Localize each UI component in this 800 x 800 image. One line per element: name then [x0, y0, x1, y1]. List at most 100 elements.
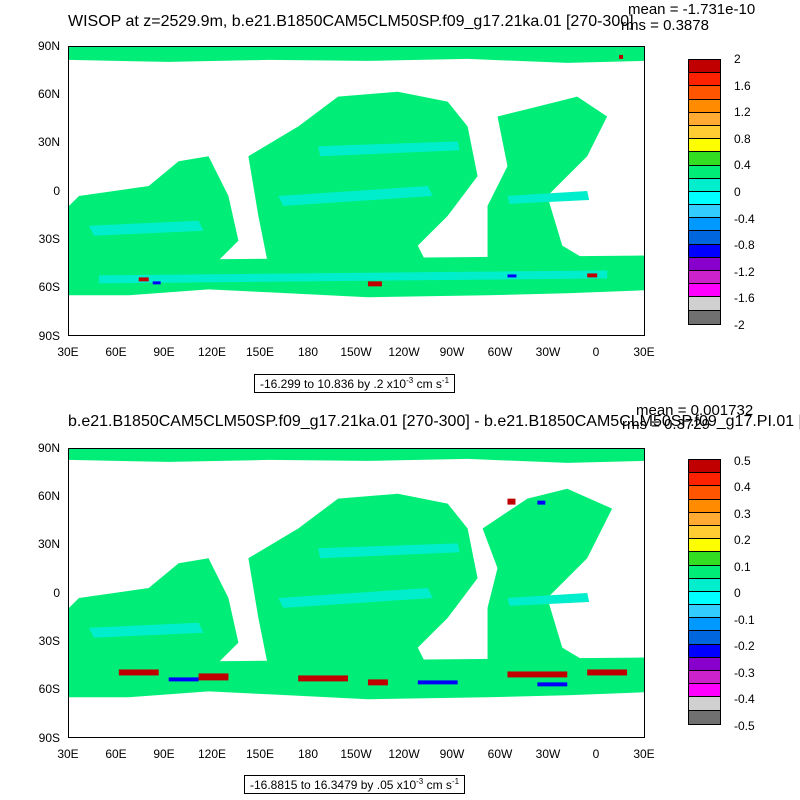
panel-title: b.e21.B1850CAM5CLM50SP.f09_g17.21ka.01 […: [68, 413, 800, 430]
colorbar-label: 0.3: [734, 507, 751, 521]
colorbar-swatch: [689, 73, 720, 87]
map-field: [69, 449, 644, 700]
units-exponent: -1: [441, 376, 450, 385]
range-exponent: -3: [406, 376, 414, 385]
colorbar-label: 0.4: [734, 158, 751, 172]
colorbar-swatch: [689, 525, 720, 540]
map-plot-area: [68, 448, 645, 738]
colorbar-label: 0: [734, 586, 741, 600]
colorbar: [688, 59, 721, 325]
contour-range-box: -16.8815 to 16.3479 by .05 x10-3 cm s-1: [244, 775, 466, 794]
top-map-panel: WISOP at z=2529.9m, b.e21.B1850CAM5CLM50…: [37, 1, 755, 393]
range-exponent: -3: [416, 777, 424, 786]
lon-label: 150W: [340, 747, 372, 761]
lon-label: 60E: [105, 747, 127, 761]
colorbar-swatch: [689, 218, 720, 232]
lat-label: 30S: [38, 232, 60, 246]
colorbar-swatch: [689, 486, 720, 500]
colorbar-label: -0.3: [734, 666, 755, 680]
colorbar-swatch: [689, 271, 720, 285]
range-units: cm s: [423, 778, 452, 792]
colorbar-swatch: [689, 165, 720, 179]
colorbar-swatch: [689, 657, 720, 671]
colorbar-label: -0.8: [734, 238, 755, 252]
colorbar-swatch: [689, 644, 720, 658]
colorbar-label: 1.6: [734, 79, 751, 93]
lon-label: 0: [592, 747, 600, 761]
colorbar-swatch: [689, 231, 720, 245]
ocean-streaks: [88, 543, 590, 638]
colorbar-swatch: [689, 191, 720, 206]
colorbar-label: -0.5: [734, 719, 755, 733]
lat-label: 0: [53, 184, 60, 198]
range-text: -16.299 to 10.836 by .2 x10: [260, 377, 407, 391]
lat-label: 90S: [38, 731, 60, 745]
lon-label: 180: [297, 747, 319, 761]
colorbar-swatch: [689, 605, 720, 619]
colorbar-swatch: [689, 578, 720, 592]
colorbar-swatch: [689, 178, 720, 192]
rms-value: rms = 0.3878: [621, 17, 709, 34]
lon-label: 60W: [487, 747, 513, 761]
rms-value: rms = 0.3729: [622, 416, 710, 433]
colorbar-swatch: [689, 460, 720, 474]
colorbar-swatch: [689, 205, 720, 219]
lat-label: 90S: [38, 329, 60, 343]
lon-label: 90W: [439, 747, 465, 761]
colorbar-label: -1.2: [734, 265, 755, 279]
lat-label: 30S: [38, 634, 60, 648]
lon-label: 90W: [439, 345, 465, 359]
colorbar-swatch: [689, 125, 720, 140]
lat-label: 60N: [37, 489, 60, 503]
colorbar-label: 0.2: [734, 533, 751, 547]
lon-label: 60E: [105, 345, 127, 359]
lat-label: 60S: [38, 682, 60, 696]
colorbar-swatch: [689, 618, 720, 632]
lon-label: 30W: [535, 747, 561, 761]
colorbar-label: 0.4: [734, 480, 751, 494]
colorbar-label: 2: [734, 52, 741, 66]
colorbar-swatch: [689, 499, 720, 513]
colorbar-label: -2: [734, 318, 745, 332]
colorbar-label: -0.1: [734, 613, 755, 627]
colorbar-swatch: [689, 244, 720, 258]
colorbar-label: -0.4: [734, 692, 755, 706]
lon-label: 30E: [633, 345, 655, 359]
lon-label: 150E: [245, 747, 275, 761]
lon-label: 120W: [388, 747, 420, 761]
contour-range-box: -16.299 to 10.836 by .2 x10-3 cm s-1: [254, 374, 456, 393]
lat-label: 90N: [37, 441, 60, 455]
colorbar-swatch: [689, 697, 720, 711]
lat-label: 60N: [37, 87, 60, 101]
colorbar-swatch: [689, 671, 720, 685]
lat-label: 30N: [37, 135, 60, 149]
colorbar-swatch: [689, 591, 720, 606]
colorbar-swatch: [689, 284, 720, 298]
colorbar-label: -0.4: [734, 212, 755, 226]
ocean-field: [69, 47, 644, 298]
colorbar-swatch: [689, 112, 720, 126]
colorbar-swatch: [689, 539, 720, 553]
bottom-map-panel: b.e21.B1850CAM5CLM50SP.f09_g17.21ka.01 […: [0, 400, 800, 800]
colorbar-label: 0.5: [734, 454, 751, 468]
anomaly-speckles: [138, 54, 624, 287]
lon-label: 30E: [57, 747, 79, 761]
lon-label: 120E: [197, 345, 227, 359]
colorbar-swatch: [689, 512, 720, 526]
colorbar-label: -1.6: [734, 291, 755, 305]
lon-label: 150E: [245, 345, 275, 359]
anomaly-speckles: [118, 498, 628, 687]
lon-label: 120W: [388, 345, 420, 359]
mean-value: mean = 0.001732: [636, 402, 754, 419]
colorbar-swatch: [689, 710, 720, 724]
colorbar-label: 0: [734, 185, 741, 199]
colorbar: [688, 459, 721, 725]
colorbar-swatch: [689, 99, 720, 113]
colorbar-swatch: [689, 552, 720, 566]
colorbar-label: 1.2: [734, 105, 751, 119]
colorbar-swatch: [689, 257, 720, 271]
lon-label: 150W: [340, 345, 372, 359]
colorbar-swatch: [689, 631, 720, 645]
ocean-streaks: [88, 141, 608, 284]
lon-label: 0: [592, 345, 600, 359]
